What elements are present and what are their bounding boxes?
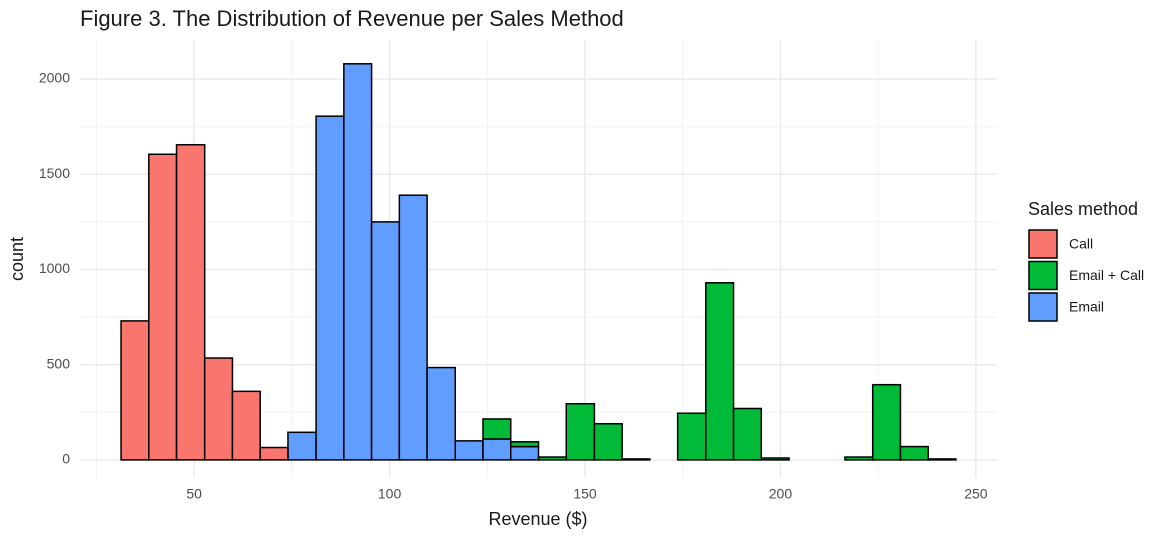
bar bbox=[621, 458, 651, 461]
bar bbox=[343, 63, 373, 461]
legend-label: Call bbox=[1069, 236, 1093, 252]
bar bbox=[844, 456, 874, 461]
x-tick-label: 50 bbox=[186, 486, 202, 502]
bar bbox=[509, 445, 540, 461]
bar bbox=[398, 194, 428, 461]
bar bbox=[175, 143, 206, 461]
legend-swatch bbox=[1028, 260, 1058, 291]
y-tick-label: 2000 bbox=[39, 70, 70, 86]
bar bbox=[287, 431, 317, 461]
legend-label: Email + Call bbox=[1069, 267, 1144, 283]
bar bbox=[120, 320, 150, 461]
bar bbox=[676, 412, 707, 461]
x-tick-label: 200 bbox=[769, 486, 793, 502]
chart-title: Figure 3. The Distribution of Revenue pe… bbox=[80, 6, 624, 31]
y-tick-label: 1500 bbox=[39, 165, 70, 181]
legend-swatch bbox=[1028, 292, 1058, 322]
bar bbox=[203, 357, 234, 461]
legend-title: Sales method bbox=[1028, 199, 1138, 219]
bar bbox=[593, 422, 623, 461]
bar bbox=[899, 445, 929, 461]
x-tick-label: 100 bbox=[378, 486, 402, 502]
y-tick-label: 500 bbox=[47, 355, 71, 371]
bar bbox=[565, 402, 596, 461]
bar bbox=[705, 282, 735, 461]
bar bbox=[315, 115, 345, 461]
bar bbox=[732, 407, 763, 461]
bar bbox=[370, 221, 401, 461]
x-axis-label: Revenue ($) bbox=[488, 509, 587, 529]
bar bbox=[537, 456, 568, 461]
bar bbox=[426, 366, 456, 461]
bar bbox=[927, 458, 957, 461]
y-axis-label: count bbox=[7, 237, 27, 281]
bar bbox=[482, 438, 512, 461]
x-tick-label: 150 bbox=[573, 486, 597, 502]
x-tick-label: 250 bbox=[964, 486, 988, 502]
y-tick-label: 1000 bbox=[39, 260, 70, 276]
legend-label: Email bbox=[1069, 299, 1104, 315]
bar bbox=[259, 446, 289, 461]
bar bbox=[760, 457, 790, 461]
bar bbox=[148, 153, 178, 461]
bar bbox=[454, 440, 484, 461]
bar bbox=[871, 383, 902, 461]
legend-swatch bbox=[1028, 229, 1058, 259]
y-tick-label: 0 bbox=[62, 451, 70, 467]
bar bbox=[482, 418, 512, 440]
bar bbox=[231, 390, 261, 461]
bar bbox=[509, 441, 540, 448]
